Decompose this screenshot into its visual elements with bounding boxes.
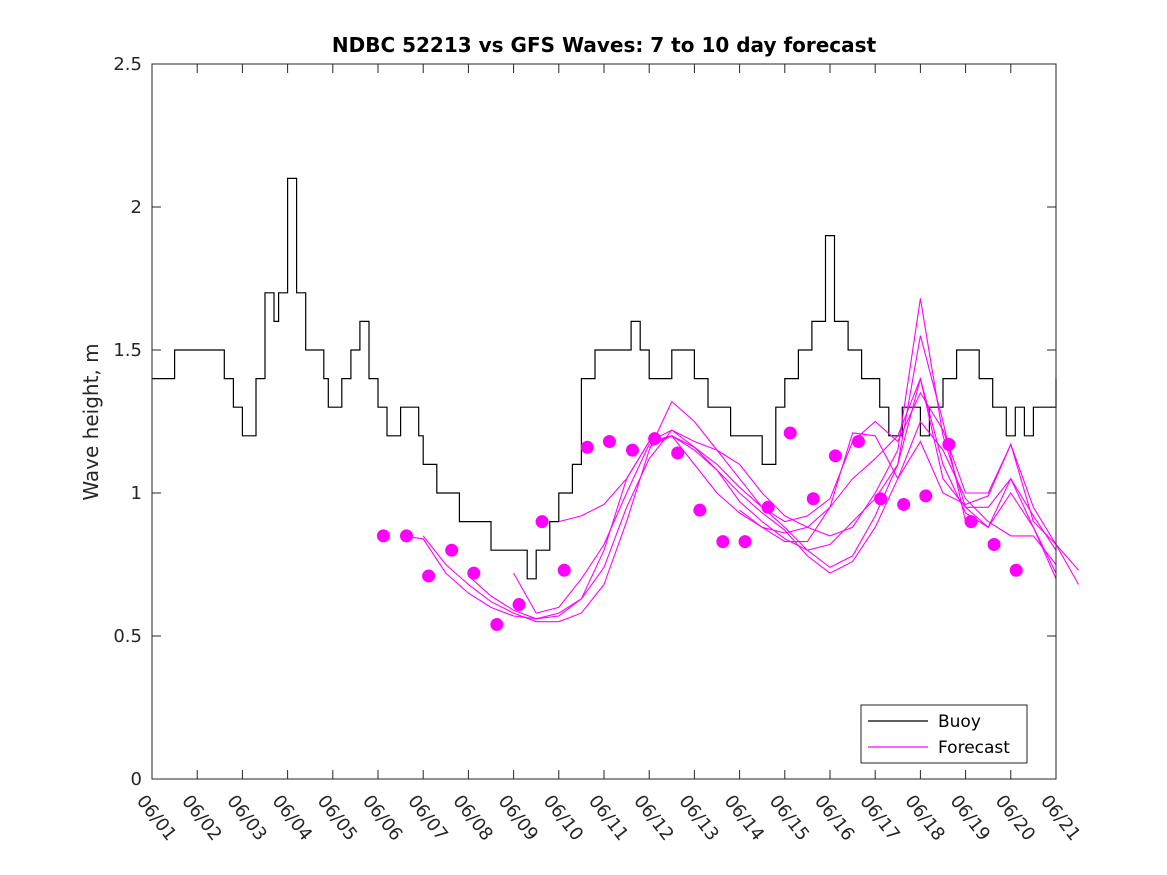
forecast-marker [761,500,775,514]
buoy-series-line [152,177,1057,580]
forecast-marker [851,435,865,449]
forecast-marker [467,566,481,580]
forecast-marker [738,535,752,549]
forecast-marker [693,503,707,517]
forecast-marker [399,529,413,543]
forecast-marker [987,537,1001,551]
forecast-marker [919,489,933,503]
forecast-series-line [558,298,1057,580]
y-tick-label: 0 [131,769,142,790]
forecast-marker [422,569,436,583]
forecast-marker [490,618,504,632]
forecast-marker [783,426,797,440]
legend-box [860,704,1028,764]
forecast-marker [942,437,956,451]
y-tick-label: 1.5 [113,340,142,361]
plot-area: 06/0106/0206/0306/0406/0506/0606/0706/08… [113,54,1084,845]
y-tick-label: 0.5 [113,626,142,647]
forecast-marker [625,443,639,457]
y-axis-label: Wave height, m [79,343,103,500]
forecast-marker [874,492,888,506]
forecast-marker [671,446,685,460]
forecast-marker [602,435,616,449]
axes-frame [151,63,1057,780]
forecast-marker [964,515,978,529]
forecast-series-line [400,378,1057,620]
forecast-marker [828,449,842,463]
legend-forecast-label: Forecast [938,738,1010,758]
forecast-marker [716,535,730,549]
forecast-marker [557,563,571,577]
forecast-series-line [739,432,1080,571]
forecast-marker [512,598,526,612]
forecast-series-line [422,335,967,623]
forecast-marker [806,492,820,506]
forecast-marker [445,543,459,557]
forecast-marker [535,515,549,529]
forecast-marker [580,440,594,454]
forecast-series-line [513,376,1057,614]
legend-buoy-label: Buoy [938,712,981,732]
chart-title: NDBC 52213 vs GFS Waves: 7 to 10 day for… [332,33,877,57]
forecast-marker [1009,563,1023,577]
y-tick-label: 1 [131,483,142,504]
y-tick-label: 2 [131,197,142,218]
forecast-marker [648,432,662,446]
y-tick-label: 2.5 [113,54,142,75]
legend: Buoy Forecast [860,704,1028,764]
forecast-marker [376,529,390,543]
forecast-marker [897,497,911,511]
